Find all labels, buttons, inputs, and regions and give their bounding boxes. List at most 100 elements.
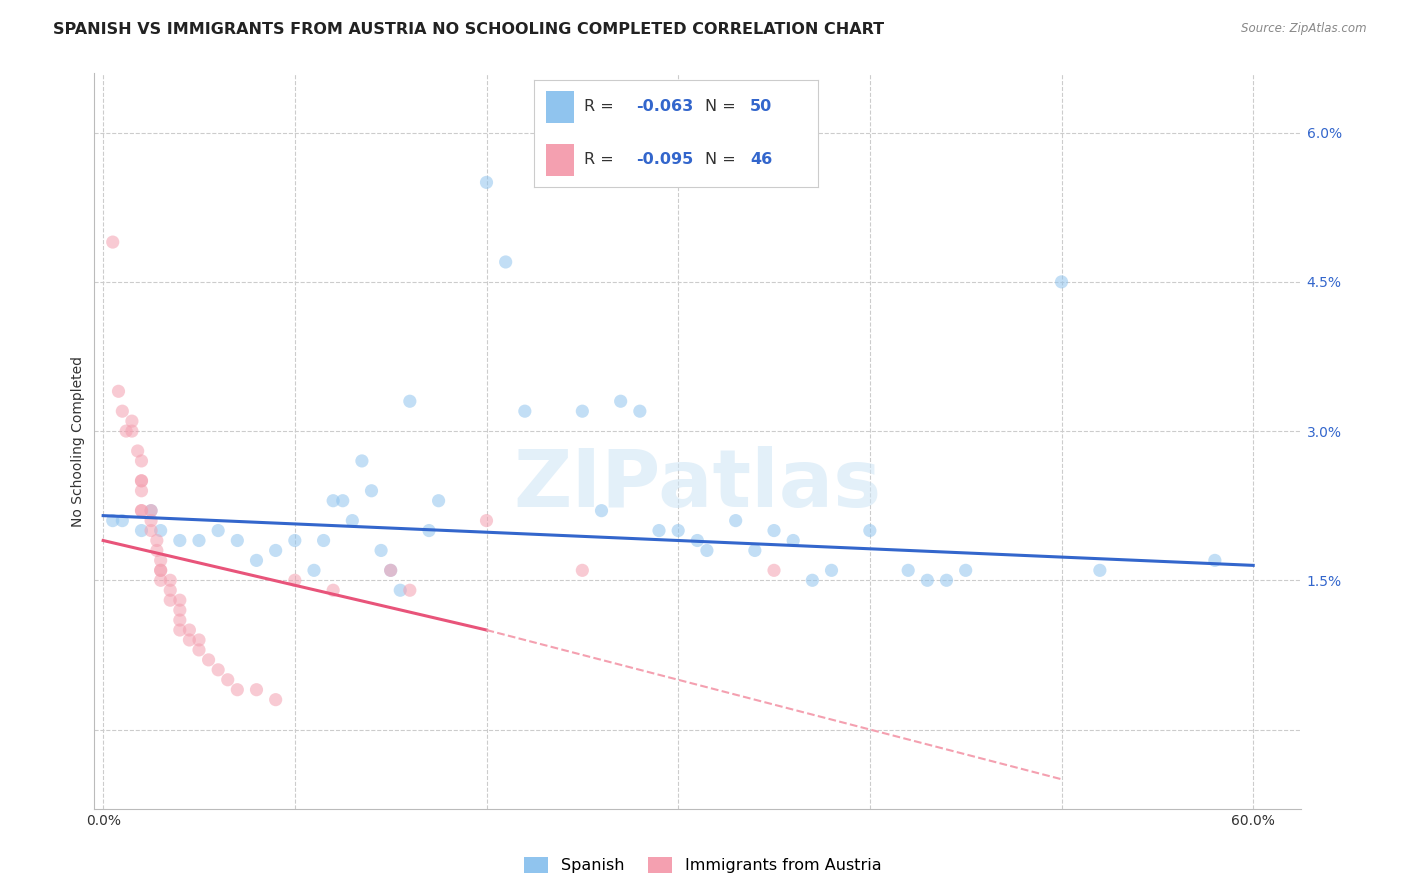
Point — [146, 533, 169, 548]
Point — [495, 255, 517, 269]
Point — [149, 563, 172, 577]
Point — [1204, 553, 1226, 567]
Point — [264, 543, 287, 558]
Legend: Spanish, Immigrants from Austria: Spanish, Immigrants from Austria — [517, 850, 889, 880]
Point — [859, 524, 882, 538]
Point — [159, 583, 181, 598]
Point — [264, 692, 287, 706]
Point — [418, 524, 440, 538]
Point — [111, 514, 134, 528]
Point — [169, 603, 191, 617]
Point — [398, 394, 420, 409]
Point — [169, 623, 191, 637]
Point — [312, 533, 335, 548]
Point — [571, 563, 593, 577]
Point — [475, 514, 498, 528]
Point — [571, 404, 593, 418]
Point — [763, 524, 786, 538]
Point — [149, 574, 172, 588]
Text: Source: ZipAtlas.com: Source: ZipAtlas.com — [1241, 22, 1367, 36]
Point — [207, 524, 229, 538]
Point — [284, 533, 307, 548]
Point — [217, 673, 239, 687]
Point — [131, 454, 153, 468]
Point — [197, 653, 219, 667]
Point — [226, 533, 249, 548]
Point — [226, 682, 249, 697]
Point — [427, 493, 450, 508]
Point — [149, 553, 172, 567]
Point — [763, 563, 786, 577]
Point — [169, 593, 191, 607]
Point — [666, 524, 689, 538]
Point — [121, 424, 143, 438]
Point — [131, 474, 153, 488]
Text: SPANISH VS IMMIGRANTS FROM AUSTRIA NO SCHOOLING COMPLETED CORRELATION CHART: SPANISH VS IMMIGRANTS FROM AUSTRIA NO SC… — [53, 22, 884, 37]
Point — [284, 574, 307, 588]
Point — [115, 424, 138, 438]
Point — [350, 454, 373, 468]
Point — [609, 394, 631, 409]
Text: ZIPatlas: ZIPatlas — [513, 446, 882, 524]
Point — [322, 493, 344, 508]
Point — [131, 503, 153, 517]
Point — [782, 533, 804, 548]
Point — [475, 175, 498, 189]
Point — [245, 682, 267, 697]
Point — [628, 404, 651, 418]
Point — [302, 563, 325, 577]
Point — [107, 384, 129, 399]
Point — [322, 583, 344, 598]
Point — [686, 533, 709, 548]
Point — [1088, 563, 1111, 577]
Point — [820, 563, 842, 577]
Point — [169, 613, 191, 627]
Y-axis label: No Schooling Completed: No Schooling Completed — [72, 356, 86, 526]
Point — [179, 623, 201, 637]
Point — [380, 563, 402, 577]
Point — [897, 563, 920, 577]
Point — [149, 563, 172, 577]
Point — [139, 503, 162, 517]
Point — [935, 574, 957, 588]
Point — [188, 533, 211, 548]
Point — [149, 524, 172, 538]
Point — [648, 524, 671, 538]
Point — [131, 474, 153, 488]
Point — [696, 543, 718, 558]
Point — [121, 414, 143, 428]
Point — [188, 632, 211, 647]
Point — [101, 514, 124, 528]
Point — [513, 404, 536, 418]
Point — [179, 632, 201, 647]
Point — [139, 514, 162, 528]
Point — [188, 643, 211, 657]
Point — [159, 574, 181, 588]
Point — [131, 503, 153, 517]
Point — [207, 663, 229, 677]
Point — [1050, 275, 1073, 289]
Point — [111, 404, 134, 418]
Point — [744, 543, 766, 558]
Point — [342, 514, 364, 528]
Point — [370, 543, 392, 558]
Point — [146, 543, 169, 558]
Point — [127, 444, 149, 458]
Point — [131, 524, 153, 538]
Point — [131, 483, 153, 498]
Point — [169, 533, 191, 548]
Point — [801, 574, 824, 588]
Point — [591, 503, 613, 517]
Point — [380, 563, 402, 577]
Point — [245, 553, 267, 567]
Point — [332, 493, 354, 508]
Point — [139, 524, 162, 538]
Point — [139, 503, 162, 517]
Point — [724, 514, 747, 528]
Point — [360, 483, 382, 498]
Point — [398, 583, 420, 598]
Point — [917, 574, 939, 588]
Point — [159, 593, 181, 607]
Point — [101, 235, 124, 249]
Point — [389, 583, 412, 598]
